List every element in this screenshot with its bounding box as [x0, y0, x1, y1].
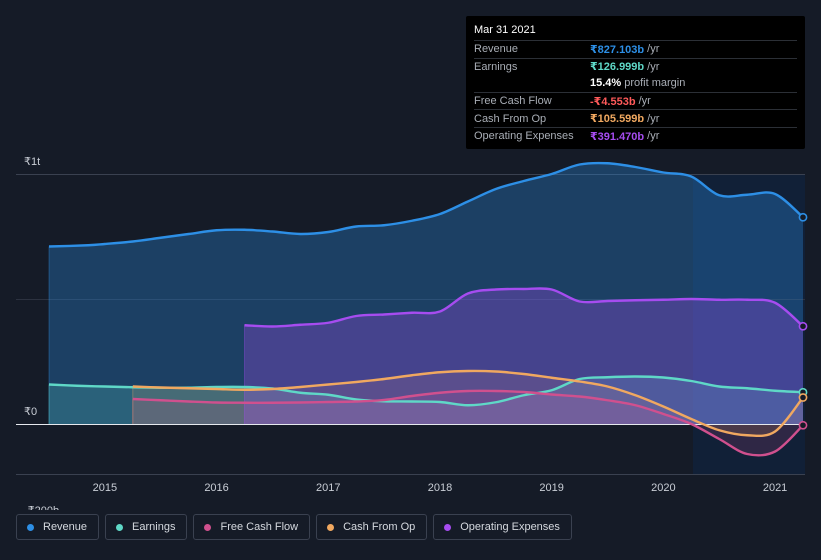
legend-dot-icon [204, 523, 212, 531]
tooltip-suffix: /yr [647, 112, 660, 125]
tooltip-row-profit-margin: 15.4% profit margin [474, 75, 797, 92]
tooltip-row-opex: Operating Expenses ₹391.470b /yr [474, 126, 797, 145]
legend-earnings[interactable]: Earnings [105, 514, 188, 540]
tooltip-value: ₹126.999b [590, 61, 645, 74]
tooltip-label: Cash From Op [474, 112, 547, 125]
tooltip-suffix: /yr [647, 130, 660, 143]
y-tick-label: ₹0 [24, 406, 37, 418]
tooltip-date: Mar 31 2021 [474, 24, 536, 36]
tooltip-row-cfo: Cash From Op ₹105.599b /yr [474, 109, 797, 127]
x-tick-label: 2019 [539, 482, 563, 494]
legend-label: Revenue [43, 521, 88, 533]
legend-cash-from-op[interactable]: Cash From Op [316, 514, 428, 540]
tooltip-value: ₹105.599b [590, 113, 645, 126]
area-revenue [49, 162, 803, 424]
line-cash-from-op [132, 369, 804, 438]
legend-operating-expenses[interactable]: Operating Expenses [433, 514, 572, 540]
tooltip-panel: Mar 31 2021 Revenue ₹827.103b /yr Earnin… [466, 16, 805, 149]
tooltip-suffix: profit margin [624, 77, 686, 90]
line-operating-expenses [244, 287, 804, 328]
x-tick-label: 2021 [763, 482, 787, 494]
legend-label: Cash From Op [343, 521, 416, 533]
area-operating-expenses [244, 288, 804, 424]
legend-dot-icon [327, 523, 335, 531]
tooltip-suffix: /yr [647, 60, 660, 73]
y-tick-label: -₹200b [24, 505, 59, 510]
legend-label: Earnings [132, 521, 176, 533]
legend-free-cash-flow[interactable]: Free Cash Flow [193, 514, 311, 540]
legend-label: Operating Expenses [460, 521, 560, 533]
y-tick-label: ₹1t [24, 156, 40, 168]
legend-label: Free Cash Flow [220, 521, 299, 533]
endpoint-free-cash-flow[interactable] [798, 420, 808, 430]
x-tick-label: 2015 [93, 482, 117, 494]
tooltip-label: Earnings [474, 60, 518, 73]
x-tick-label: 2017 [316, 482, 340, 494]
tooltip-suffix: /yr [647, 43, 660, 56]
financials-chart: ₹1t ₹0 -₹200b 2015 2016 2017 2018 2019 2020 2021 [16, 156, 808, 510]
tooltip-value: ₹827.103b [590, 43, 645, 56]
endpoint-cash-from-op[interactable] [798, 393, 808, 402]
tooltip-value: ₹391.470b [590, 130, 645, 143]
tooltip-suffix: /yr [638, 95, 651, 108]
tooltip-row-revenue: Revenue ₹827.103b /yr [474, 40, 797, 58]
x-tick-label: 2020 [651, 482, 675, 494]
tooltip-value: 15.4% [590, 77, 622, 90]
x-tick-label: 2018 [428, 482, 452, 494]
x-tick-label: 2016 [204, 482, 228, 494]
endpoint-operating-expenses[interactable] [798, 321, 808, 331]
tooltip-value: -₹4.553b [590, 95, 636, 108]
legend-dot-icon [27, 523, 34, 531]
tooltip-label: Free Cash Flow [474, 95, 552, 108]
tooltip-row-earnings: Earnings ₹126.999b /yr [474, 57, 797, 76]
chart-legend: Revenue Earnings Free Cash Flow Cash Fro… [16, 514, 572, 540]
line-free-cash-flow [132, 389, 804, 457]
legend-revenue[interactable]: Revenue [16, 514, 100, 540]
line-revenue [48, 161, 804, 248]
endpoint-revenue[interactable] [798, 212, 808, 222]
area-free-cash-flow [132, 390, 803, 456]
legend-dot-icon [444, 523, 452, 531]
tooltip-row-fcf: Free Cash Flow -₹4.553b /yr [474, 91, 797, 110]
tooltip-label: Operating Expenses [474, 130, 574, 143]
tooltip-label: Revenue [474, 43, 519, 56]
legend-dot-icon [116, 523, 124, 531]
